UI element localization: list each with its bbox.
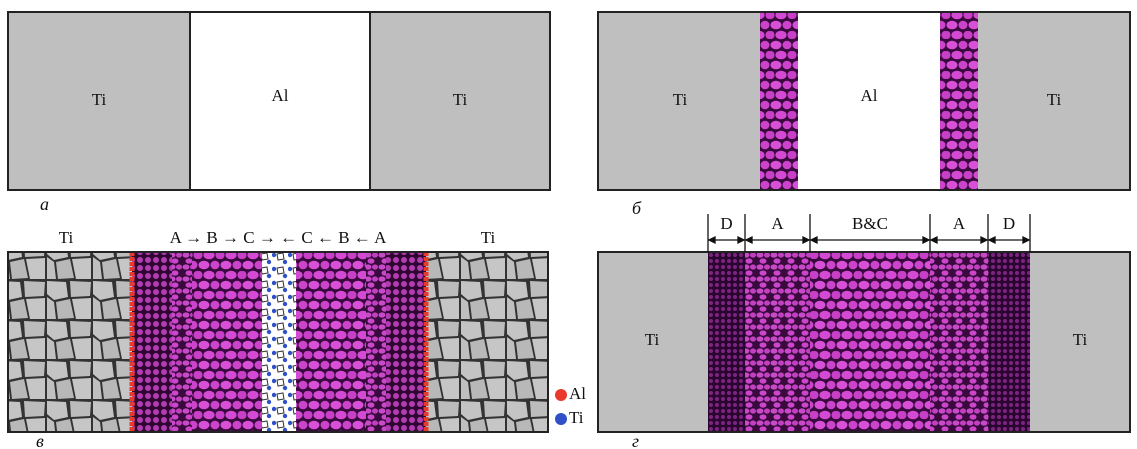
panel-g: Ti Ti г bbox=[598, 214, 1130, 449]
legend-dot bbox=[555, 413, 567, 425]
interlayer bbox=[760, 12, 798, 190]
panel-v: Ti A → B → C → ← C ← B ← A Ti Al Ti в bbox=[8, 228, 586, 449]
region-label: Al bbox=[272, 86, 289, 105]
arrow-head bbox=[1023, 237, 1029, 243]
al-core bbox=[262, 252, 296, 432]
zone-label: B&C bbox=[852, 214, 888, 233]
zone-label: A bbox=[771, 214, 784, 233]
arrow-head bbox=[811, 237, 817, 243]
header-label: Ti bbox=[481, 228, 496, 247]
zone-a bbox=[745, 252, 810, 432]
arrow-head bbox=[931, 237, 937, 243]
zone-bc bbox=[810, 252, 930, 432]
arrow-head bbox=[989, 237, 995, 243]
zone-label: D bbox=[1003, 214, 1015, 233]
panel-label: а bbox=[40, 194, 49, 214]
zone-a bbox=[386, 252, 426, 432]
zone-b bbox=[172, 252, 192, 432]
zone-label: D bbox=[720, 214, 732, 233]
arrow-head bbox=[923, 237, 929, 243]
panel-a: Ti Al Ti а bbox=[8, 12, 550, 214]
arrow-head bbox=[981, 237, 987, 243]
ti-grains bbox=[426, 252, 548, 432]
legend-dot bbox=[555, 389, 567, 401]
region-label: Ti bbox=[453, 90, 468, 109]
legend-label: Al bbox=[569, 384, 586, 403]
arrow-head bbox=[746, 237, 752, 243]
arrow-head bbox=[709, 237, 715, 243]
zone-c bbox=[296, 252, 366, 432]
zone-b bbox=[366, 252, 386, 432]
panel-label: г bbox=[632, 431, 639, 449]
region-label: Ti bbox=[1047, 90, 1062, 109]
region-label: Ti bbox=[92, 90, 107, 109]
region-label: Ti bbox=[645, 330, 660, 349]
region-label: Ti bbox=[1073, 330, 1088, 349]
interlayer bbox=[940, 12, 978, 190]
zone-c bbox=[192, 252, 262, 432]
zone-a bbox=[930, 252, 988, 432]
arrow-head bbox=[803, 237, 809, 243]
region-label: Ti bbox=[673, 90, 688, 109]
header-label: Ti bbox=[59, 228, 74, 247]
panel-label: в bbox=[36, 431, 44, 449]
zone-d bbox=[988, 252, 1030, 432]
header-label: A → B → C → ← C ← B ← A bbox=[170, 228, 388, 247]
panel-label: б bbox=[632, 198, 642, 218]
figure: Ti Al Ti а Ti Al Ti б Ti A → B → C → ← C… bbox=[0, 0, 1137, 449]
legend-label: Ti bbox=[569, 408, 584, 427]
arrow-head bbox=[738, 237, 744, 243]
zone-label: A bbox=[953, 214, 966, 233]
zone-d bbox=[708, 252, 745, 432]
zone-a bbox=[132, 252, 172, 432]
region-label: Al bbox=[861, 86, 878, 105]
panel-b: Ti Al Ti б bbox=[598, 12, 1130, 218]
ti-grains bbox=[8, 252, 132, 432]
